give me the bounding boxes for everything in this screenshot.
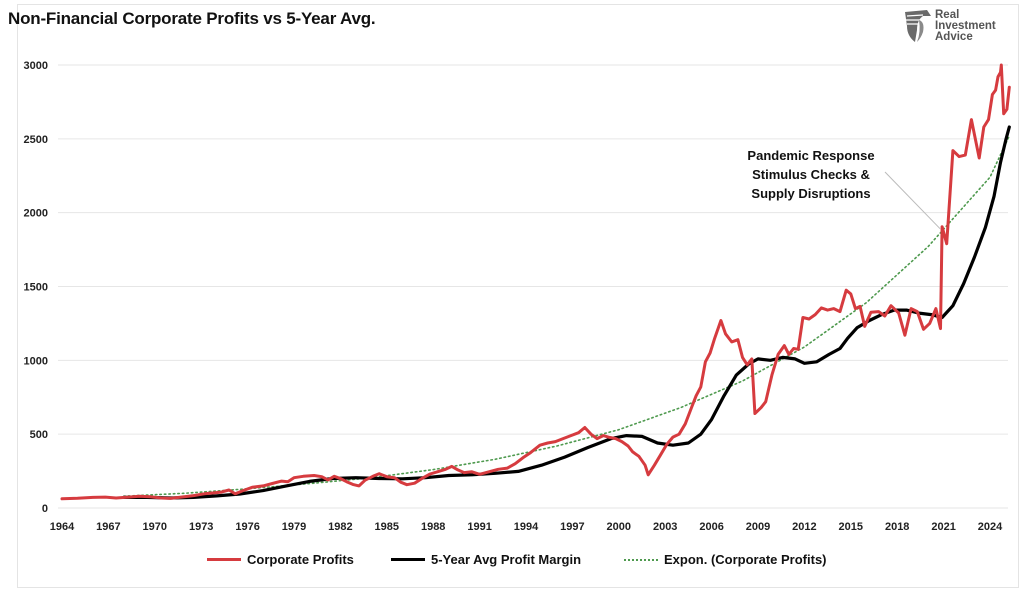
annotation-text-line: Pandemic Response	[747, 148, 874, 163]
y-tick-label: 2000	[24, 208, 48, 220]
x-tick-label: 1964	[50, 521, 75, 533]
x-tick-label: 1985	[375, 521, 399, 533]
x-tick-label: 1997	[560, 521, 584, 533]
x-tick-label: 2015	[839, 521, 863, 533]
legend-swatch-green-dotted	[624, 558, 658, 561]
y-tick-label: 2500	[24, 134, 48, 146]
x-tick-label: 1979	[282, 521, 306, 533]
x-tick-label: 1973	[189, 521, 213, 533]
logo-text-line-2: Investment	[935, 20, 996, 32]
logo-text-line-1: Real	[935, 9, 960, 21]
x-tick-label: 2021	[931, 521, 955, 533]
x-tick-label: 1991	[467, 521, 491, 533]
x-tick-label: 2024	[978, 521, 1003, 533]
legend: Corporate Profits 5-Year Avg Profit Marg…	[0, 552, 1033, 572]
y-tick-label: 1000	[24, 355, 48, 367]
legend-item-5yr-avg: 5-Year Avg Profit Margin	[391, 552, 581, 567]
annotation-text-line: Supply Disruptions	[751, 186, 870, 201]
x-tick-label: 2006	[699, 521, 723, 533]
series-line-corporate-profits	[60, 63, 1011, 501]
x-tick-label: 2009	[746, 521, 770, 533]
x-tick-label: 1982	[328, 521, 352, 533]
legend-swatch-red-line	[207, 558, 241, 561]
y-tick-label: 0	[42, 503, 48, 515]
legend-swatch-black-line	[391, 558, 425, 561]
chart-title: Non-Financial Corporate Profits vs 5-Yea…	[8, 9, 376, 28]
annotation-text-line: Stimulus Checks &	[752, 167, 870, 182]
x-tick-label: 1988	[421, 521, 445, 533]
y-axis-ticks: 0 500 1000 1500 2000 2500 3000	[24, 60, 48, 515]
x-tick-label: 2000	[607, 521, 631, 533]
x-tick-label: 1970	[143, 521, 167, 533]
eagle-icon	[905, 10, 931, 42]
x-tick-label: 2018	[885, 521, 909, 533]
legend-item-expon-trend: Expon. (Corporate Profits)	[624, 552, 827, 567]
x-axis-ticks: 1964 1967 1970 1973 1976 1979 1982 1985 1988 1991…	[50, 521, 1003, 533]
y-tick-label: 3000	[24, 60, 48, 72]
x-tick-label: 1994	[514, 521, 539, 533]
x-tick-label: 1976	[235, 521, 259, 533]
x-tick-label: 2012	[792, 521, 816, 533]
legend-label: 5-Year Avg Profit Margin	[431, 552, 582, 567]
annotations: Pandemic Response Stimulus Checks & Supply…	[747, 148, 941, 230]
legend-label: Expon. (Corporate Profits)	[664, 552, 827, 567]
gridlines	[58, 64, 1008, 509]
brand-logo: Real Investment Advice	[903, 8, 1013, 48]
series-lines	[60, 63, 1011, 501]
y-tick-label: 500	[30, 429, 48, 441]
x-tick-label: 1967	[96, 521, 120, 533]
legend-label: Corporate Profits	[247, 552, 354, 567]
annotation-leader-line	[884, 171, 941, 230]
x-tick-label: 2003	[653, 521, 677, 533]
legend-item-corporate-profits: Corporate Profits	[207, 552, 354, 567]
logo-text-line-3: Advice	[935, 31, 973, 43]
y-tick-label: 1500	[24, 282, 48, 294]
